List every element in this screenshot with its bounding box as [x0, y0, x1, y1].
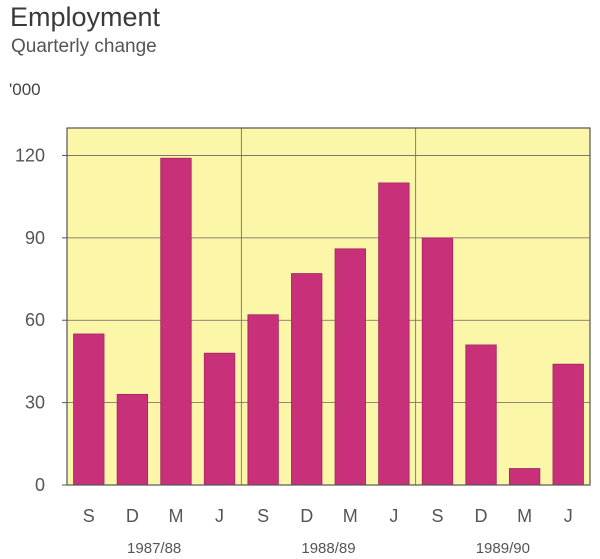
x-group-label: 1988/89	[301, 540, 355, 557]
x-tick-label: S	[431, 506, 443, 526]
y-tick-label: 60	[25, 310, 45, 330]
plot-background	[67, 128, 590, 485]
y-tick-label: 90	[25, 228, 45, 248]
plot-frame	[66, 127, 591, 486]
bar	[160, 157, 192, 486]
y-tick-label: 0	[35, 475, 45, 495]
x-tick-label: D	[126, 506, 139, 526]
bar	[291, 273, 323, 486]
x-tick-label: S	[83, 506, 95, 526]
y-axis-unit: '000	[9, 80, 41, 99]
bar	[73, 333, 105, 486]
bar	[508, 468, 541, 486]
chart-subtitle: Quarterly change	[11, 36, 157, 57]
x-tick-label: D	[300, 506, 313, 526]
x-tick-label: M	[343, 506, 358, 526]
bar	[465, 344, 497, 486]
bar	[247, 314, 279, 486]
bar	[378, 182, 410, 486]
x-tick-label: J	[215, 506, 224, 526]
x-group-label: 1989/90	[476, 540, 530, 557]
bar	[203, 352, 236, 486]
x-tick-label: M	[517, 506, 532, 526]
bar	[334, 248, 366, 486]
x-tick-label: J	[389, 506, 398, 526]
x-tick-label: J	[564, 506, 573, 526]
x-tick-label: D	[475, 506, 488, 526]
y-tick-label: 30	[25, 393, 45, 413]
x-tick-label: S	[257, 506, 269, 526]
x-tick-label: M	[168, 506, 183, 526]
bar	[116, 393, 149, 486]
bar	[421, 237, 454, 486]
y-tick-label: 120	[15, 145, 45, 165]
x-group-label: 1987/88	[127, 540, 181, 557]
bar	[552, 363, 584, 486]
chart-title: Employment	[10, 2, 161, 32]
